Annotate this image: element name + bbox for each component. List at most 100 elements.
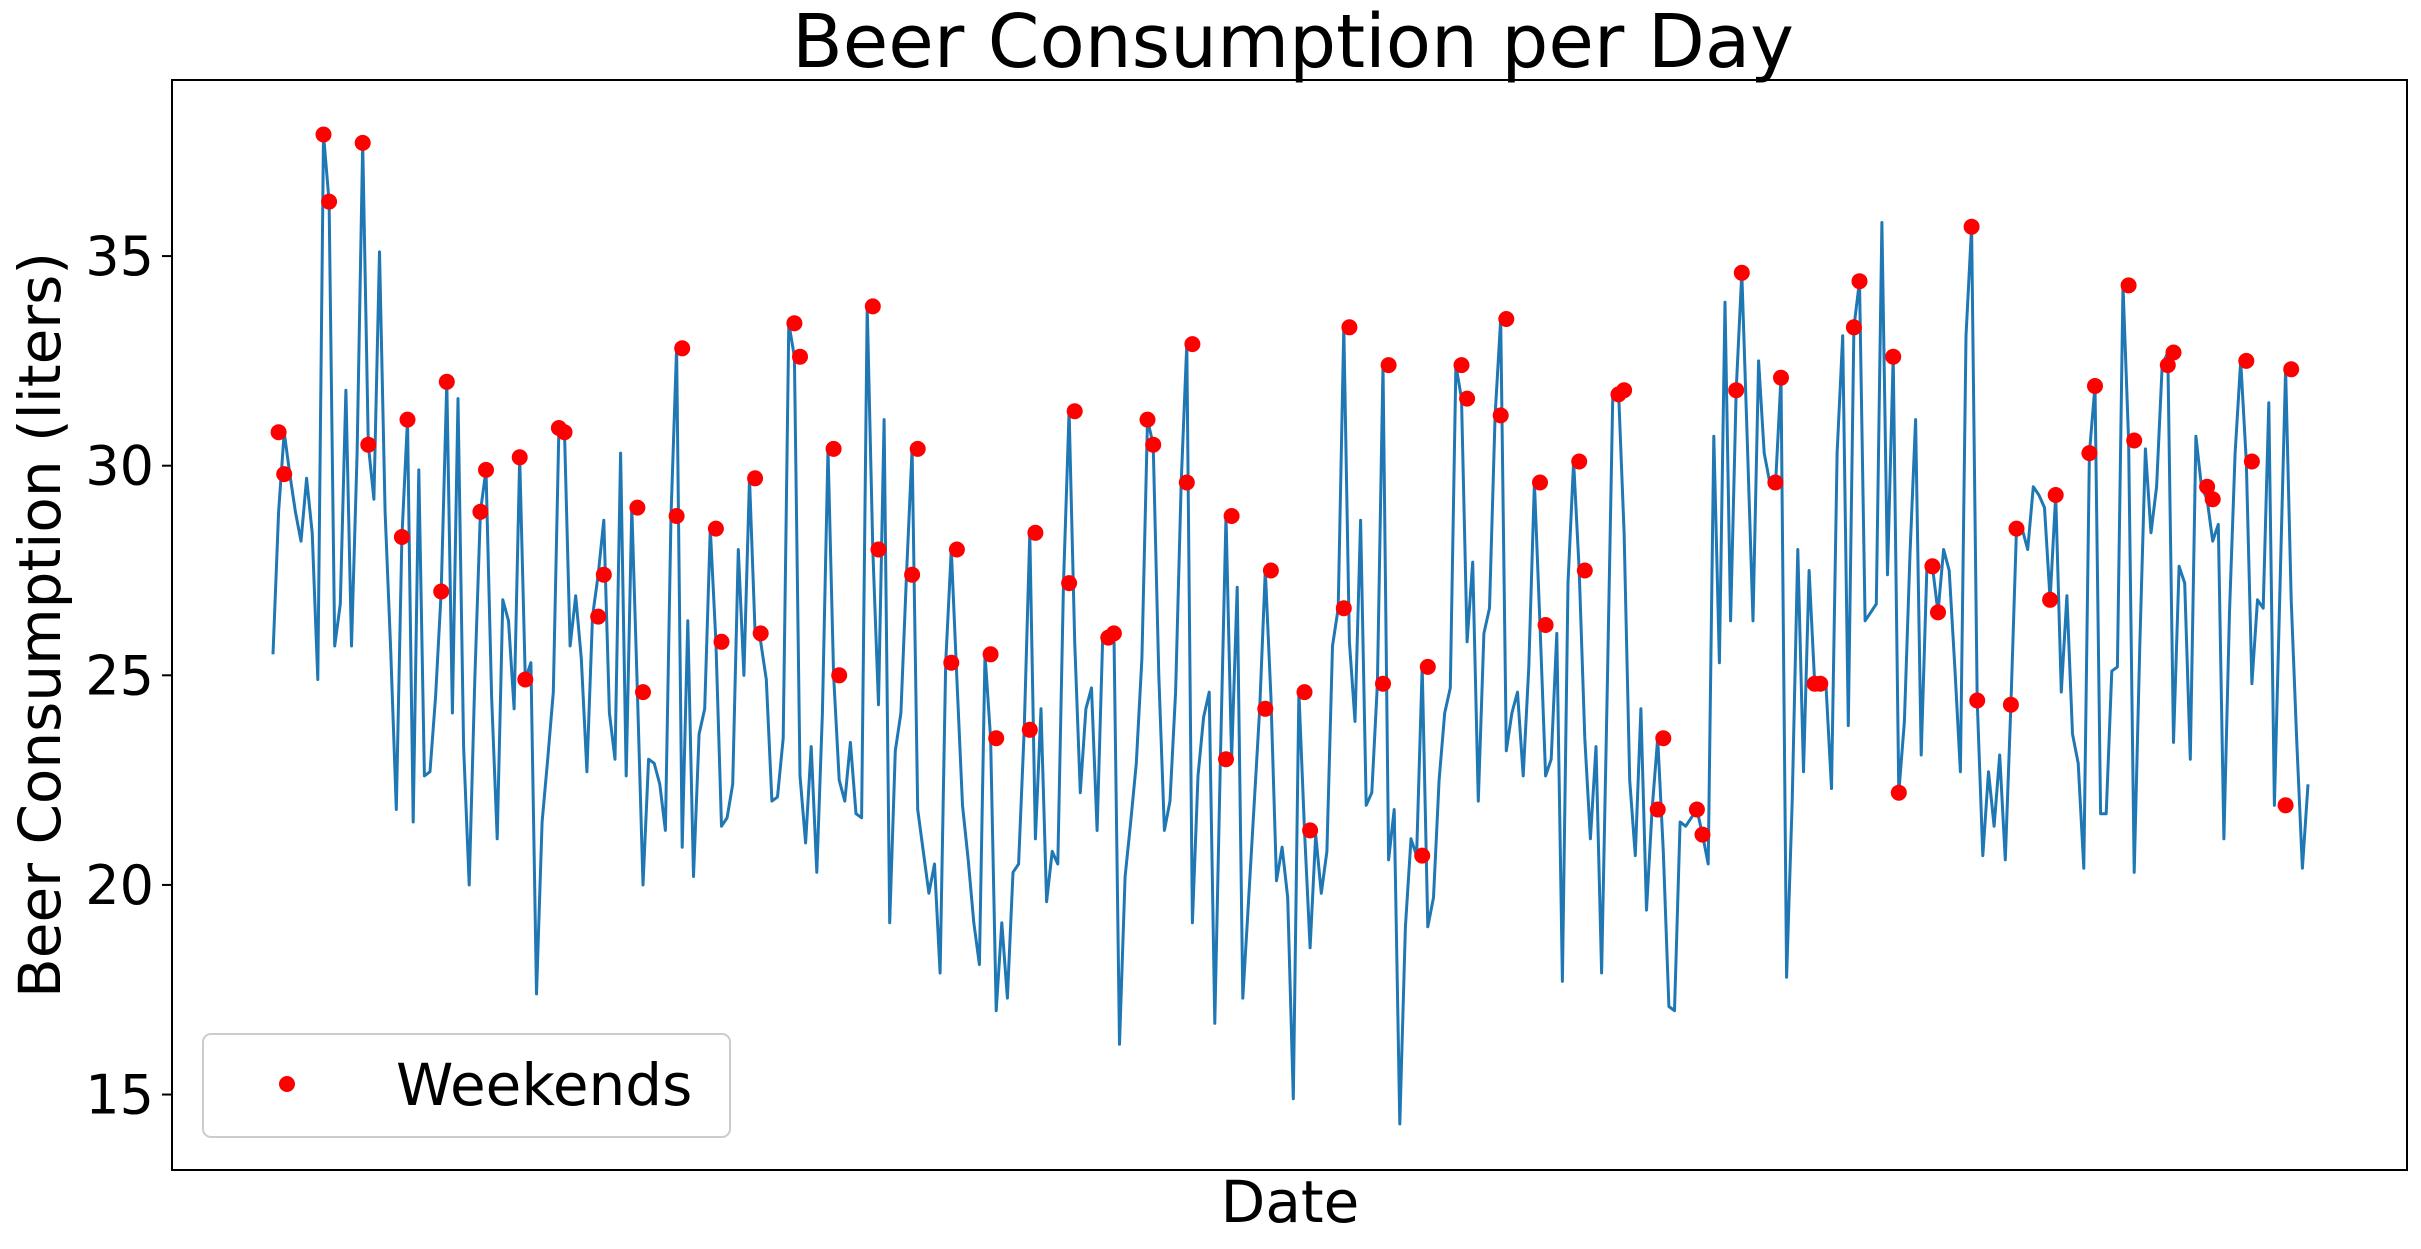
weekend-marker xyxy=(315,126,332,143)
weekend-marker xyxy=(1924,558,1941,575)
weekend-marker xyxy=(1851,273,1868,290)
weekend-marker xyxy=(360,436,377,453)
weekend-marker xyxy=(590,608,607,625)
weekend-marker xyxy=(2277,797,2294,814)
weekend-marker xyxy=(1571,453,1588,470)
chart-title: Beer Consumption per Day xyxy=(792,0,1794,85)
weekend-marker xyxy=(674,340,691,357)
beer-consumption-line xyxy=(271,133,2310,1126)
weekend-marker xyxy=(1105,625,1122,642)
weekend-marker xyxy=(399,411,416,428)
weekend-marker xyxy=(1812,675,1829,692)
legend-weekends-label: Weekends xyxy=(396,1051,692,1119)
weekend-marker xyxy=(943,654,960,671)
weekend-marker xyxy=(747,470,764,487)
weekend-marker xyxy=(909,440,926,457)
weekend-marker xyxy=(276,466,293,483)
weekend-marker xyxy=(511,449,528,466)
weekend-marker xyxy=(556,424,573,441)
legend-frame xyxy=(202,1033,731,1138)
weekend-marker xyxy=(433,583,450,600)
weekend-marker xyxy=(1576,562,1593,579)
series-line-layer xyxy=(271,133,2310,1126)
weekend-marker xyxy=(1375,675,1391,692)
weekend-marker xyxy=(1969,692,1986,709)
weekend-marker xyxy=(1145,436,1162,453)
weekend-marker xyxy=(393,529,410,545)
weekend-marker xyxy=(1890,784,1907,801)
weekend-marker xyxy=(988,730,1005,747)
weekend-marker xyxy=(2008,520,2025,537)
weekend-marker xyxy=(982,646,999,663)
weekend-marker xyxy=(2087,378,2103,394)
weekend-marker xyxy=(472,503,489,520)
weekend-marker xyxy=(713,633,730,650)
weekend-marker xyxy=(831,667,848,684)
weekend-marker xyxy=(1498,311,1515,327)
weekend-marker xyxy=(321,193,338,210)
weekend-marker xyxy=(1649,801,1666,818)
weekend-marker xyxy=(1537,617,1554,633)
weekend-marker xyxy=(707,520,724,537)
weekend-marker xyxy=(864,298,881,315)
weekend-marker xyxy=(1341,319,1358,336)
weekend-marker xyxy=(948,541,965,558)
weekend-marker-layer xyxy=(270,126,2300,864)
weekend-marker xyxy=(786,315,803,332)
weekend-marker xyxy=(668,508,685,524)
weekend-marker xyxy=(1335,600,1352,617)
weekend-marker xyxy=(1061,575,1078,592)
x-axis-label: Date xyxy=(1221,1168,1360,1236)
weekend-marker xyxy=(2081,445,2098,462)
weekend-marker xyxy=(1184,336,1201,353)
weekend-marker xyxy=(1414,847,1431,864)
weekend-marker xyxy=(1178,474,1195,491)
plot-area-frame xyxy=(171,79,2408,1171)
weekend-marker xyxy=(752,625,769,642)
y-tick-label: 15 xyxy=(85,1064,154,1127)
weekend-marker xyxy=(1453,357,1470,374)
weekend-marker xyxy=(1532,474,1548,491)
weekend-marker xyxy=(517,671,534,688)
weekend-marker xyxy=(1459,390,1476,407)
legend-weekends-marker xyxy=(279,1076,295,1092)
weekend-marker xyxy=(1773,369,1789,386)
weekend-marker xyxy=(1728,382,1745,399)
weekend-marker xyxy=(2238,352,2255,369)
weekend-marker xyxy=(635,684,651,701)
weekend-marker xyxy=(2047,487,2064,503)
weekend-marker xyxy=(629,499,646,516)
weekend-marker xyxy=(1688,801,1705,818)
weekend-marker xyxy=(1963,218,1980,235)
weekend-marker xyxy=(438,373,455,390)
weekend-marker xyxy=(2042,591,2059,608)
weekend-marker xyxy=(1845,319,1862,336)
weekend-marker xyxy=(2204,491,2221,508)
weekend-marker xyxy=(2126,432,2143,449)
weekend-marker xyxy=(1380,357,1397,374)
y-tick-label: 20 xyxy=(85,854,154,917)
weekend-marker xyxy=(270,424,287,441)
weekend-marker xyxy=(1066,403,1083,420)
weekend-marker xyxy=(792,348,808,365)
weekend-marker xyxy=(2165,344,2182,361)
weekend-marker xyxy=(825,440,842,457)
weekend-marker xyxy=(1021,721,1038,738)
weekend-marker xyxy=(1419,658,1436,675)
y-tick-label: 25 xyxy=(85,644,154,707)
y-axis-label: Beer Consumption (liters) xyxy=(6,252,74,998)
weekend-marker xyxy=(904,566,921,583)
weekend-marker xyxy=(1655,730,1672,747)
weekend-marker xyxy=(1492,407,1509,424)
weekend-marker xyxy=(1223,508,1240,524)
weekend-marker xyxy=(1930,604,1946,621)
weekend-marker xyxy=(595,566,612,583)
y-tick-label: 30 xyxy=(85,435,154,498)
weekend-marker xyxy=(1302,822,1319,839)
weekend-marker xyxy=(1257,700,1274,717)
weekend-marker xyxy=(1694,826,1711,843)
weekend-marker xyxy=(1767,474,1784,491)
weekend-marker xyxy=(2002,696,2019,713)
weekend-marker xyxy=(1296,684,1313,701)
